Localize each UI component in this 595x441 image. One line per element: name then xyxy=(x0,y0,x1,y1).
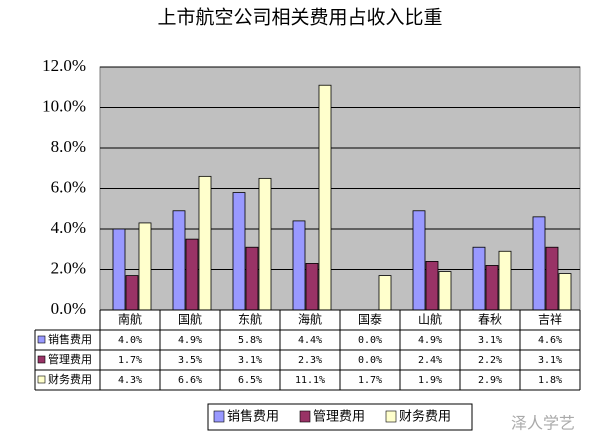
bar xyxy=(232,192,246,311)
legend-label: 财务费用 xyxy=(399,409,451,425)
x-tick-label: 海航 xyxy=(298,312,322,327)
bar xyxy=(318,84,332,311)
bar xyxy=(198,175,212,311)
bar xyxy=(438,271,452,311)
chart-title: 上市航空公司相关费用占收入比重 xyxy=(157,7,442,29)
table-cell: 0.0% xyxy=(358,355,382,366)
bar xyxy=(138,222,152,311)
table-cell: 3.1% xyxy=(478,335,502,346)
table-row-label: 财务费用 xyxy=(48,372,92,386)
table-cell: 2.2% xyxy=(478,355,502,366)
x-tick-label: 东航 xyxy=(238,312,262,327)
table-cell: 11.1% xyxy=(295,375,325,386)
bar xyxy=(185,238,199,311)
table-cell: 4.3% xyxy=(118,375,142,386)
bar xyxy=(292,220,306,311)
bar xyxy=(112,228,126,311)
bar xyxy=(545,246,559,311)
bar xyxy=(125,275,139,311)
y-tick-label: 2.0% xyxy=(51,258,86,277)
table-cell: 4.4% xyxy=(298,335,322,346)
bar xyxy=(558,273,572,311)
table-row-label: 管理费用 xyxy=(48,352,92,366)
table-cell: 6.6% xyxy=(178,375,202,386)
table-cell: 2.3% xyxy=(298,355,322,366)
table-cell: 4.9% xyxy=(418,335,442,346)
table-swatch xyxy=(37,355,46,364)
legend-label: 管理费用 xyxy=(313,410,365,425)
table-cell: 6.5% xyxy=(238,375,262,386)
table-cell: 1.7% xyxy=(118,355,142,366)
legend-swatch xyxy=(385,410,397,423)
table-cell: 3.1% xyxy=(238,355,262,366)
table-swatch xyxy=(37,375,46,384)
bar xyxy=(485,265,499,311)
table-cell: 0.0% xyxy=(358,335,382,346)
bar xyxy=(472,246,486,311)
y-tick-label: 10.0% xyxy=(42,96,86,115)
table-cell: 3.5% xyxy=(178,355,202,366)
x-tick-label: 春秋 xyxy=(478,313,502,327)
table-cell: 1.7% xyxy=(358,375,382,386)
table-cell: 4.6% xyxy=(538,335,562,346)
bar xyxy=(245,246,259,311)
legend-label: 销售费用 xyxy=(227,409,279,425)
x-tick-label: 国航 xyxy=(178,312,202,327)
bar xyxy=(378,275,392,311)
watermark: 泽人学艺 xyxy=(511,414,575,433)
table-row-label: 销售费用 xyxy=(48,332,92,346)
table-cell: 4.0% xyxy=(118,335,142,346)
bar xyxy=(412,210,426,311)
table-cell: 1.9% xyxy=(418,375,442,386)
bar xyxy=(258,177,272,311)
table-cell: 1.8% xyxy=(538,375,562,386)
table-cell: 3.1% xyxy=(538,355,562,366)
x-tick-label: 国泰 xyxy=(358,313,382,327)
x-tick-label: 吉祥 xyxy=(538,313,562,327)
bar xyxy=(172,210,186,311)
table-swatch xyxy=(37,335,46,344)
legend-swatch xyxy=(299,410,311,423)
y-tick-label: 0.0% xyxy=(51,299,86,318)
x-tick-label: 山航 xyxy=(418,312,442,327)
table-cell: 4.9% xyxy=(178,335,202,346)
y-tick-label: 8.0% xyxy=(51,137,86,156)
x-tick-label: 南航 xyxy=(118,312,142,327)
legend-box xyxy=(207,403,473,431)
y-tick-label: 12.0% xyxy=(42,56,86,75)
legend-swatch xyxy=(213,410,225,423)
table-cell: 2.4% xyxy=(418,355,442,366)
bar xyxy=(305,263,319,311)
bar xyxy=(498,250,512,311)
y-tick-label: 4.0% xyxy=(51,218,86,237)
table-cell: 5.8% xyxy=(238,335,262,346)
y-tick-label: 6.0% xyxy=(51,177,86,196)
bar xyxy=(532,216,546,311)
table-cell: 2.9% xyxy=(478,375,502,386)
bar xyxy=(425,260,439,311)
